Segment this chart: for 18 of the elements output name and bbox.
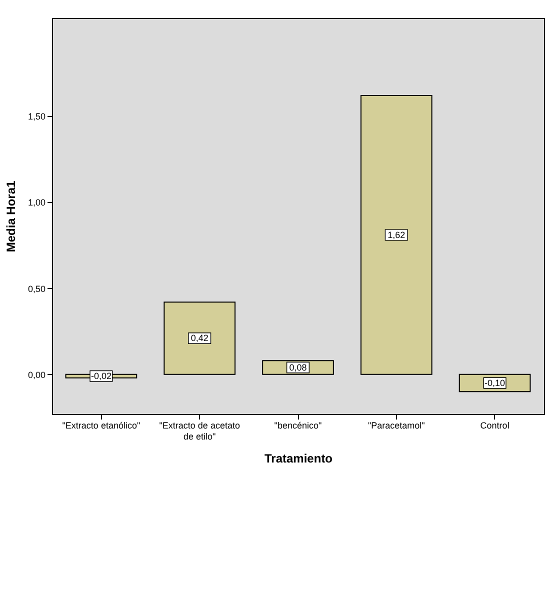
data-label: -0,10 <box>484 378 506 388</box>
x-tick-label: "Extracto de acetato de etilo" <box>159 420 240 442</box>
x-tick-label: "bencénico" <box>274 420 322 430</box>
y-tick-label: 1,50 <box>28 112 46 122</box>
y-axis-title: Media Hora1 <box>4 180 18 252</box>
data-label: -0,02 <box>90 371 112 382</box>
y-tick-label: 0,00 <box>28 370 46 380</box>
y-tick-label: 0,50 <box>28 284 46 294</box>
bar <box>164 302 236 375</box>
bar <box>360 94 432 375</box>
data-label: 1,62 <box>388 230 406 240</box>
x-axis-title: Tratamiento <box>264 452 333 466</box>
x-tick-label: Control <box>480 420 510 430</box>
x-tick-label: "Paracetamol" <box>368 420 425 430</box>
y-tick-label: 1,00 <box>28 198 46 208</box>
data-label: 0,42 <box>190 333 208 344</box>
x-tick-label: "Extracto etanólico" <box>62 420 140 430</box>
data-label: 0,08 <box>289 362 307 373</box>
